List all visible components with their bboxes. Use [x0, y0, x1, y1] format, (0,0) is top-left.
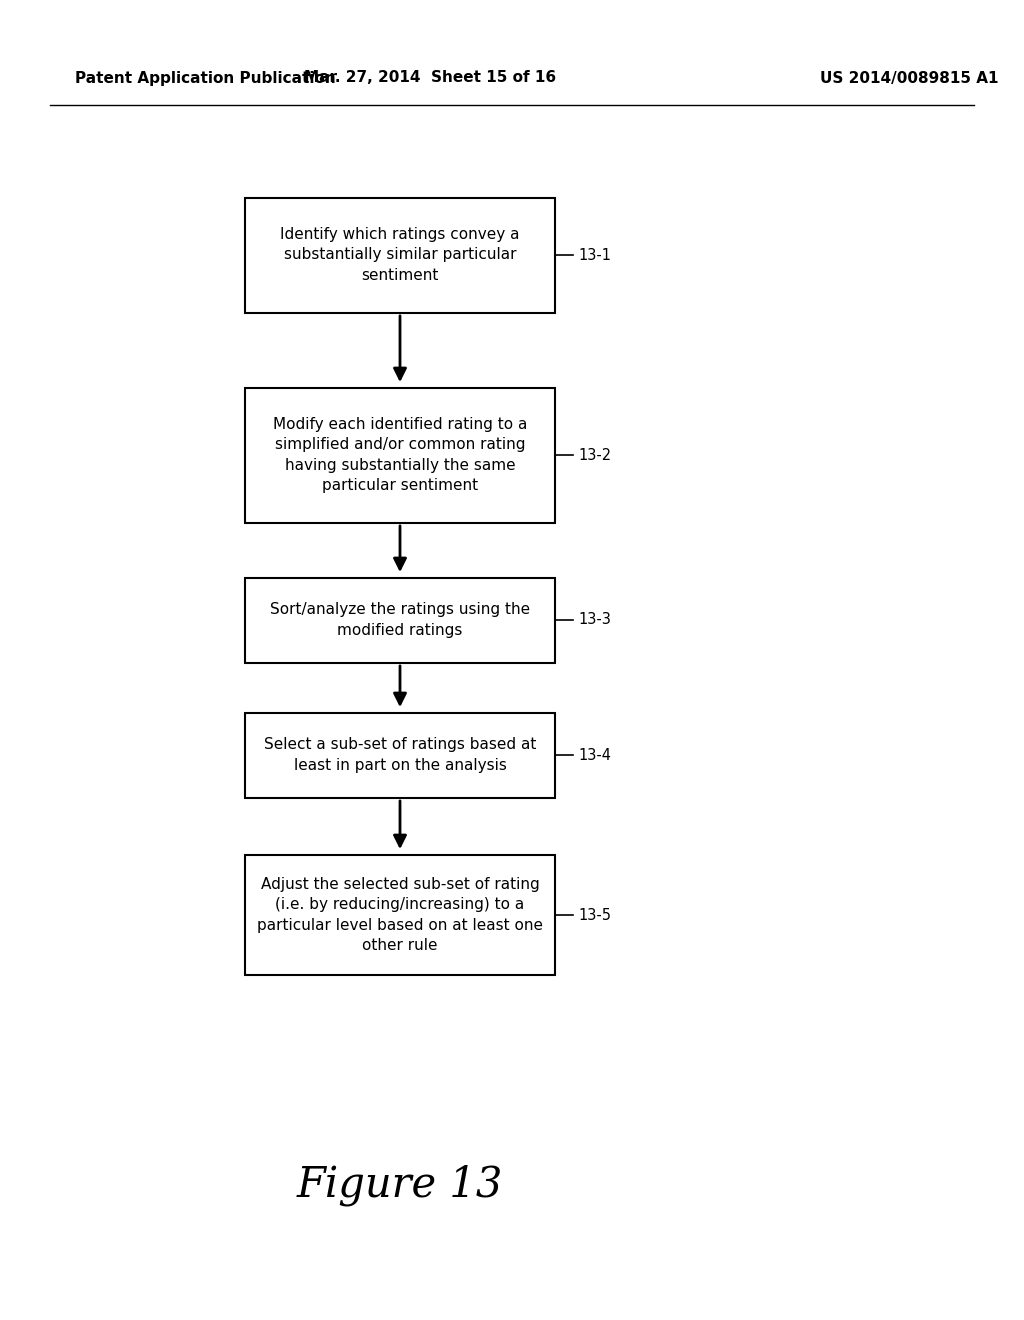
Text: 13-4: 13-4 — [578, 747, 611, 763]
Text: Patent Application Publication: Patent Application Publication — [75, 70, 336, 86]
Text: Adjust the selected sub-set of rating
(i.e. by reducing/increasing) to a
particu: Adjust the selected sub-set of rating (i… — [257, 876, 543, 953]
FancyBboxPatch shape — [245, 388, 555, 523]
FancyBboxPatch shape — [245, 578, 555, 663]
Text: Select a sub-set of ratings based at
least in part on the analysis: Select a sub-set of ratings based at lea… — [264, 738, 537, 772]
Text: Identify which ratings convey a
substantially similar particular
sentiment: Identify which ratings convey a substant… — [281, 227, 520, 282]
Text: Mar. 27, 2014  Sheet 15 of 16: Mar. 27, 2014 Sheet 15 of 16 — [304, 70, 556, 86]
FancyBboxPatch shape — [245, 855, 555, 975]
Text: Sort/analyze the ratings using the
modified ratings: Sort/analyze the ratings using the modif… — [270, 602, 530, 638]
Text: 13-5: 13-5 — [578, 908, 611, 923]
FancyBboxPatch shape — [245, 713, 555, 797]
Text: 13-2: 13-2 — [578, 447, 611, 462]
Text: Figure 13: Figure 13 — [297, 1164, 503, 1206]
Text: 13-1: 13-1 — [578, 248, 611, 263]
Text: US 2014/0089815 A1: US 2014/0089815 A1 — [820, 70, 998, 86]
Text: 13-3: 13-3 — [578, 612, 611, 627]
Text: Modify each identified rating to a
simplified and/or common rating
having substa: Modify each identified rating to a simpl… — [272, 417, 527, 494]
FancyBboxPatch shape — [245, 198, 555, 313]
